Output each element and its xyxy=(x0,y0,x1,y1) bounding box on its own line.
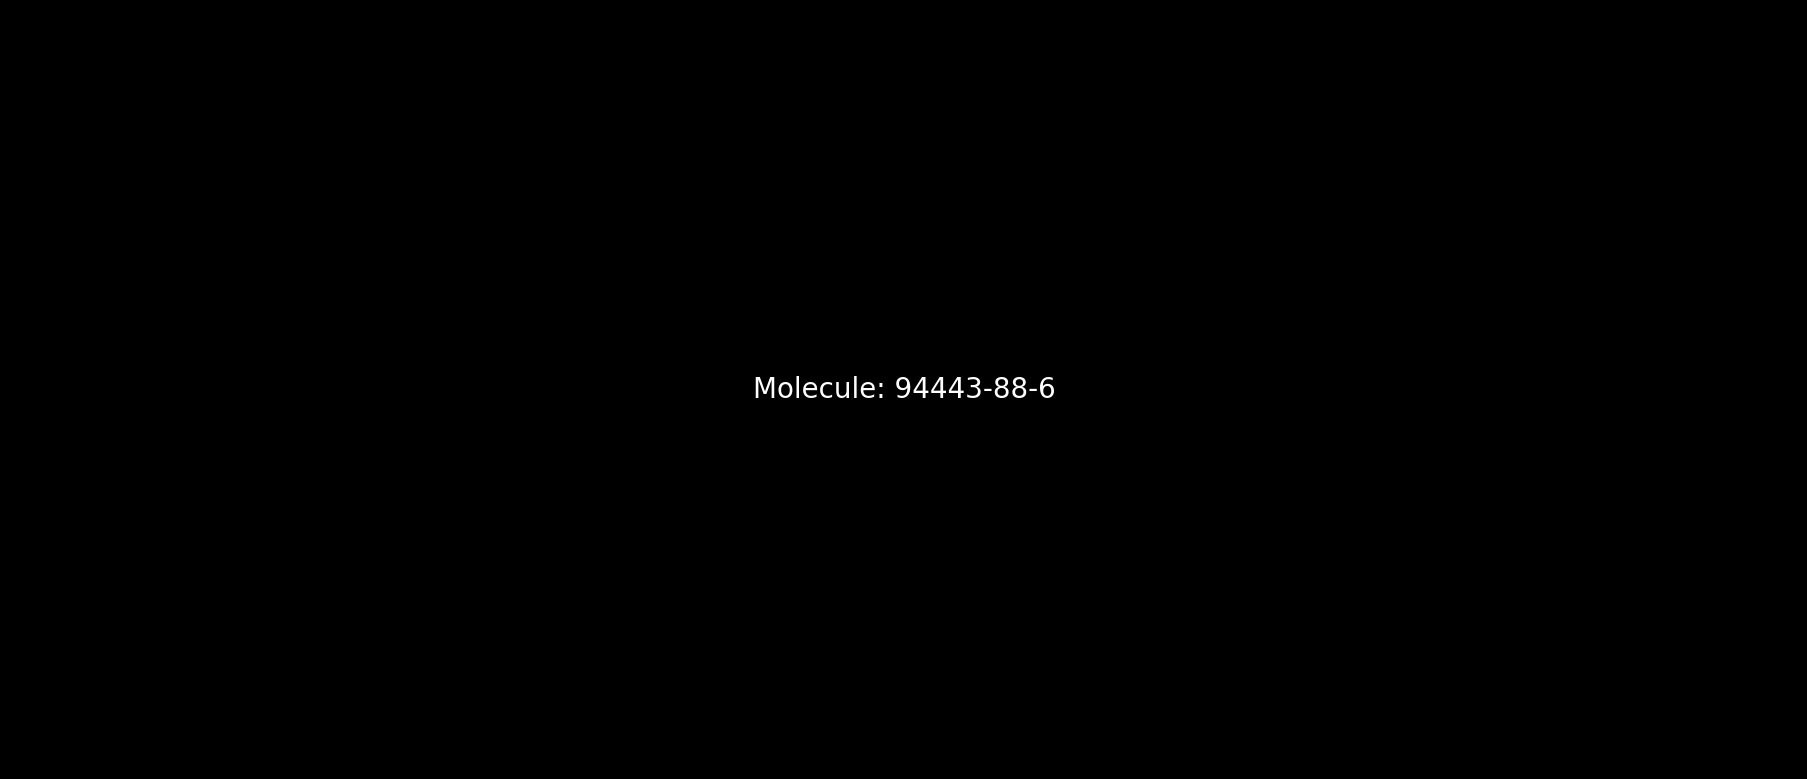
Text: Molecule: 94443-88-6: Molecule: 94443-88-6 xyxy=(752,375,1055,404)
